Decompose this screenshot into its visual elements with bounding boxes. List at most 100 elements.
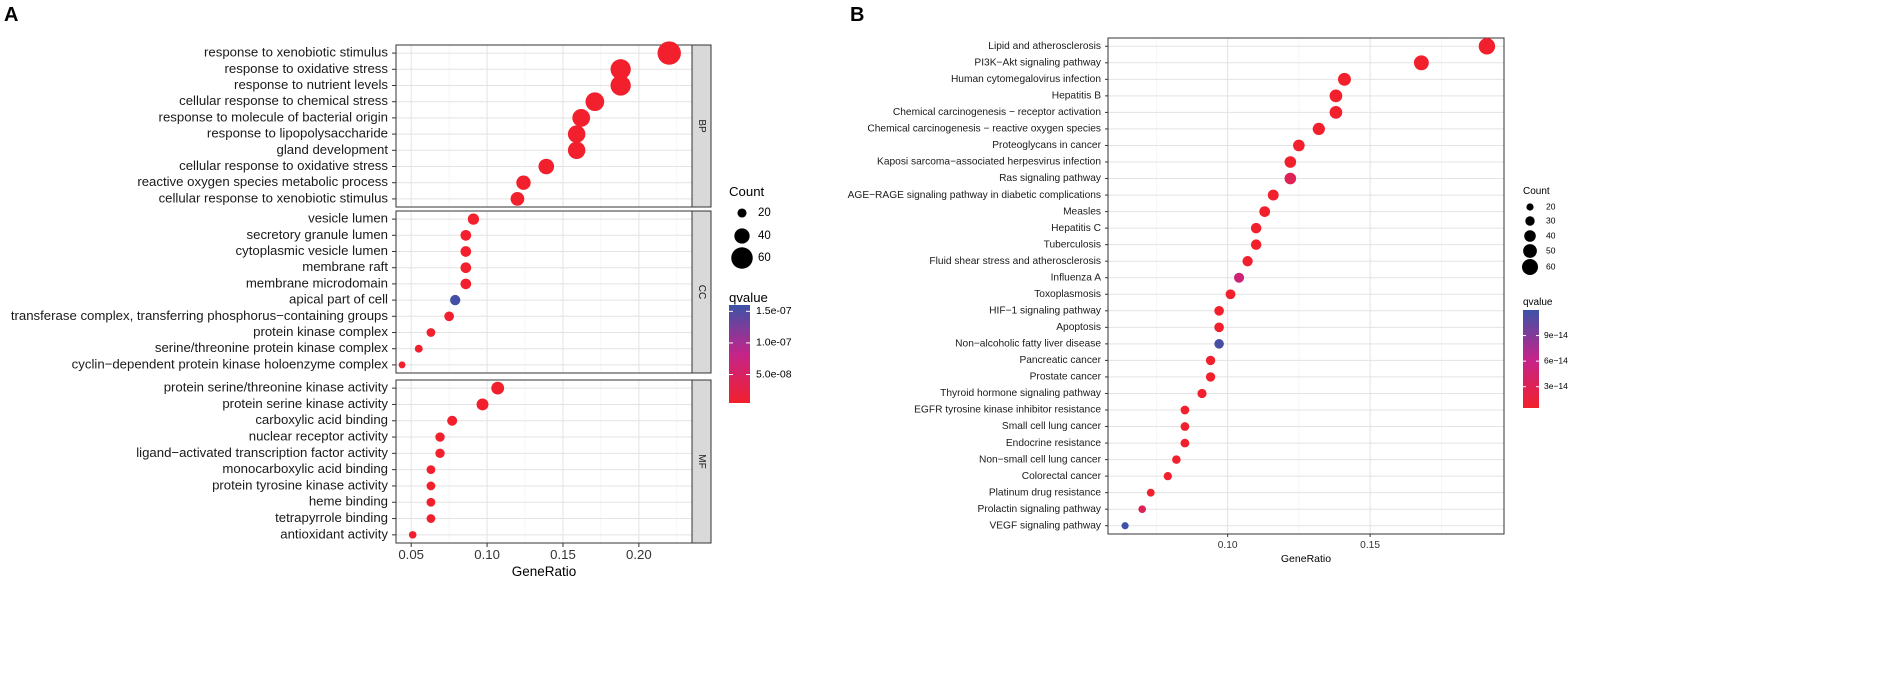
data-point <box>447 415 458 426</box>
data-point <box>567 125 586 143</box>
data-point <box>610 59 631 80</box>
facet-strip <box>691 210 712 374</box>
y-tick-label: Human cytomegalovirus infection <box>951 74 1101 85</box>
y-tick-label: cytoplasmic vesicle lumen <box>236 243 388 258</box>
plot-area: Lipid and atherosclerosis PI3K−Akt signal… <box>848 37 1505 535</box>
y-tick-label: carboxylic acid binding <box>255 412 388 427</box>
y-tick-label: membrane microdomain <box>246 275 388 290</box>
data-point <box>567 141 586 160</box>
y-tick-label: serine/threonine protein kinase complex <box>155 340 389 355</box>
data-point <box>1242 256 1253 267</box>
y-tick-label: protein tyrosine kinase activity <box>212 477 388 492</box>
data-point <box>435 448 445 459</box>
data-point <box>1267 189 1279 201</box>
data-point <box>1214 305 1224 316</box>
color-legend-title: qvalue <box>1523 297 1553 308</box>
color-legend-label: 3e−14 <box>1544 381 1568 391</box>
data-point <box>408 531 417 539</box>
data-point <box>1214 322 1224 333</box>
y-tick-label: tetrapyrrole binding <box>275 510 388 525</box>
y-tick-label: AGE−RAGE signaling pathway in diabetic c… <box>848 190 1101 201</box>
y-tick-label: monocarboxylic acid binding <box>222 461 388 476</box>
panel-label: A <box>4 4 18 26</box>
data-point <box>467 213 480 225</box>
data-point <box>1478 38 1496 55</box>
size-legend-label: 50 <box>1546 245 1556 255</box>
y-tick-label: cellular response to oxidative stress <box>179 158 388 173</box>
y-tick-label: Hepatitis B <box>1052 91 1101 102</box>
panel-border <box>1107 37 1505 535</box>
y-tick-label: Lipid and atherosclerosis <box>988 41 1101 52</box>
y-tick-label: Colorectal cancer <box>1022 471 1102 482</box>
y-tick-label: response to lipopolysaccharide <box>207 126 388 141</box>
y-tick-label: Kaposi sarcoma−associated herpesvirus in… <box>877 157 1101 168</box>
facet-panel-bg <box>396 380 692 543</box>
data-point <box>572 109 591 127</box>
y-tick-label: Apoptosis <box>1056 322 1101 333</box>
size-legend-key <box>734 228 750 244</box>
y-tick-label: protein serine/threonine kinase activity <box>164 380 389 395</box>
y-tick-label: cyclin−dependent protein kinase holoenzy… <box>72 356 389 371</box>
y-tick-label: protein serine kinase activity <box>222 396 388 411</box>
x-tick-label: 0.15 <box>550 547 576 562</box>
color-legend-label: 6e−14 <box>1544 355 1568 365</box>
y-tick-label: reactive oxygen species metabolic proces… <box>137 174 388 189</box>
data-point <box>1284 156 1297 168</box>
data-point <box>460 262 472 274</box>
chart-b: B Lipid and atherosclerosis PI3K−Akt signa… <box>848 4 1569 565</box>
data-point <box>1180 422 1190 431</box>
data-point <box>1293 139 1305 152</box>
data-point <box>1205 355 1216 366</box>
facet-panel-bg <box>396 45 692 207</box>
y-tick-label: secretory granule lumen <box>247 227 388 242</box>
x-tick-label: 0.20 <box>626 547 652 562</box>
x-axis-title: GeneRatio <box>1281 553 1331 565</box>
data-point <box>1163 471 1172 481</box>
data-point <box>1138 505 1147 514</box>
data-point <box>1214 339 1224 349</box>
y-tick-label: Chemical carcinogenesis − reactive oxyge… <box>867 124 1101 135</box>
data-point <box>460 278 472 290</box>
data-point <box>1121 522 1129 530</box>
y-tick-label: HIF−1 signaling pathway <box>989 305 1102 316</box>
color-legend-label: 1.5e-07 <box>756 305 792 317</box>
size-legend-key <box>731 247 753 269</box>
size-legend-title: Count <box>729 184 765 199</box>
data-point <box>450 294 461 306</box>
data-point <box>585 92 605 112</box>
y-tick-label: membrane raft <box>302 259 388 274</box>
facet-strip-label: BP <box>696 119 707 133</box>
y-tick-label: gland development <box>277 142 389 157</box>
y-tick-label: Chemical carcinogenesis − receptor activ… <box>893 107 1101 118</box>
y-tick-label: Tuberculosis <box>1044 239 1101 250</box>
color-legend-title: qvalue <box>729 290 768 305</box>
y-tick-label: Small cell lung cancer <box>1002 421 1102 432</box>
size-legend-label: 20 <box>1546 201 1556 211</box>
y-tick-label: heme binding <box>309 494 388 509</box>
facet-strip <box>691 44 712 208</box>
x-axis-title: GeneRatio <box>512 564 577 579</box>
data-point <box>1205 372 1216 382</box>
data-point <box>1146 488 1155 497</box>
y-tick-label: antioxidant activity <box>280 526 388 541</box>
data-point <box>657 41 681 65</box>
color-legend-bar <box>729 305 750 403</box>
y-tick-label: Measles <box>1063 206 1101 217</box>
facet-strip <box>691 379 712 544</box>
x-tick-label: 0.10 <box>474 547 500 562</box>
data-point <box>1197 388 1207 399</box>
x-tick-label: 0.15 <box>1360 540 1380 551</box>
y-tick-label: response to oxidative stress <box>225 61 389 76</box>
facet-strip-label: MF <box>696 454 707 468</box>
data-point <box>1250 239 1262 250</box>
y-tick-label: Endocrine resistance <box>1006 438 1101 449</box>
y-tick-label: protein kinase complex <box>253 324 388 339</box>
data-point <box>426 465 436 475</box>
data-point <box>1259 206 1271 217</box>
y-tick-label: response to molecule of bacterial origin <box>159 109 388 124</box>
size-legend-label: 40 <box>758 230 771 242</box>
data-point <box>1329 89 1343 103</box>
color-legend-label: 9e−14 <box>1544 330 1568 340</box>
y-tick-label: Fluid shear stress and atherosclerosis <box>929 256 1101 267</box>
y-tick-label: Influenza A <box>1051 272 1102 283</box>
